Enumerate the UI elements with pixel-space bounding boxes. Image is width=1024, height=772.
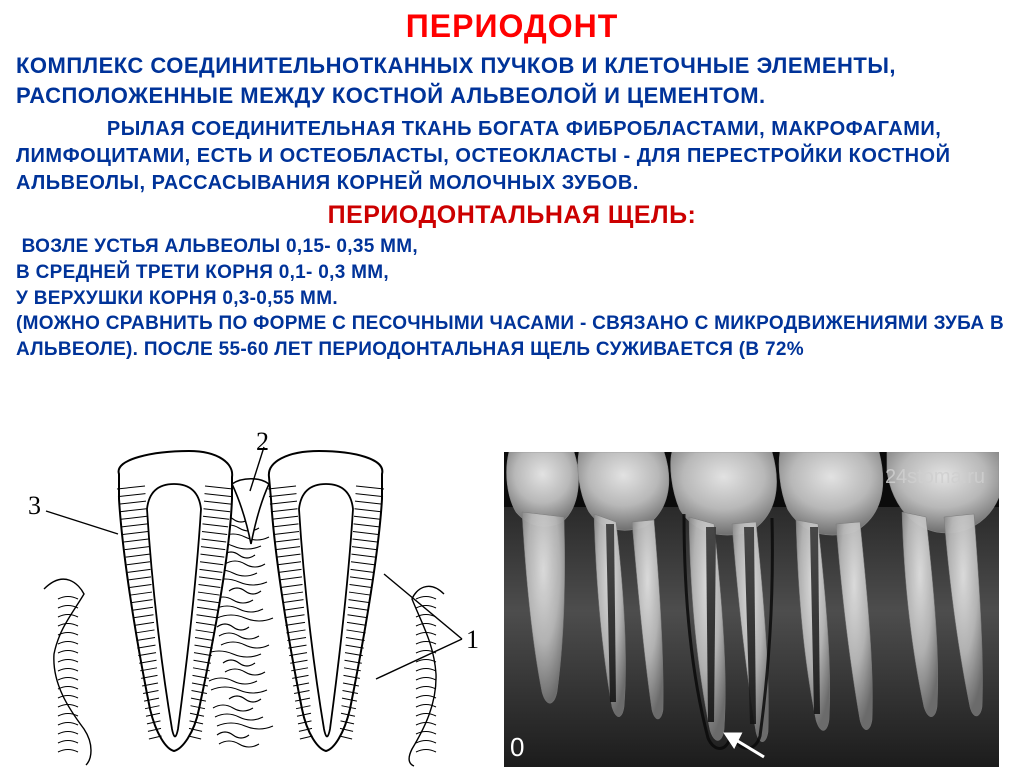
diagram-svg — [24, 429, 494, 767]
xray-timestamp: 0 — [510, 732, 524, 763]
dental-xray: 24stoma.ru 0 — [504, 452, 999, 767]
bold-phrase-1: КОМПЛЕКС СОЕДИНИТЕЛЬНОТКАННЫХ ПУЧКОВ — [16, 53, 575, 78]
mid-text: И КЛЕТОЧНЫЕ ЭЛЕМЕНТЫ, — [575, 53, 896, 78]
diagram-label-1: 1 — [466, 625, 479, 655]
slide-content: ПЕРИОДОНТ КОМПЛЕКС СОЕДИНИТЕЛЬНОТКАННЫХ … — [0, 0, 1024, 363]
measurements-block: ВОЗЛЕ УСТЬЯ АЛЬВЕОЛЫ 0,15- 0,35 ММ, В СР… — [16, 234, 1008, 362]
measure-line-3: У ВЕРХУШКИ КОРНЯ 0,3-0,55 ММ. — [16, 286, 1008, 312]
measure-line-1: ВОЗЛЕ УСТЬЯ АЛЬВЕОЛЫ 0,15- 0,35 ММ, — [16, 234, 1008, 260]
bold-phrase-2: РАСПОЛОЖЕННЫЕ МЕЖДУ КОСТНОЙ АЛЬВЕОЛОЙ И … — [16, 83, 766, 108]
image-row: 1 2 3 — [0, 429, 1024, 767]
tissue-text: РЫЛАЯ СОЕДИНИТЕЛЬНАЯ ТКАНЬ БОГАТА ФИБРОБ… — [16, 118, 950, 194]
measure-line-4: (МОЖНО СРАВНИТЬ ПО ФОРМЕ С ПЕСОЧНЫМИ ЧАС… — [16, 311, 1008, 362]
xray-svg — [504, 452, 999, 767]
measure-line-2: В СРЕДНЕЙ ТРЕТИ КОРНЯ 0,1- 0,3 ММ, — [16, 260, 1008, 286]
diagram-label-3: 3 — [28, 491, 41, 521]
subheading: ПЕРИОДОНТАЛЬНАЯ ЩЕЛЬ: — [16, 201, 1008, 230]
definition-paragraph: КОМПЛЕКС СОЕДИНИТЕЛЬНОТКАННЫХ ПУЧКОВ И К… — [16, 51, 1008, 110]
tissue-description-paragraph: РЫЛАЯ СОЕДИНИТЕЛЬНАЯ ТКАНЬ БОГАТА ФИБРОБ… — [16, 116, 1008, 197]
xray-watermark: 24stoma.ru — [885, 466, 985, 489]
diagram-label-2: 2 — [256, 427, 269, 457]
indent — [16, 118, 107, 140]
slide-title: ПЕРИОДОНТ — [16, 8, 1008, 45]
periodontium-diagram: 1 2 3 — [24, 429, 494, 767]
